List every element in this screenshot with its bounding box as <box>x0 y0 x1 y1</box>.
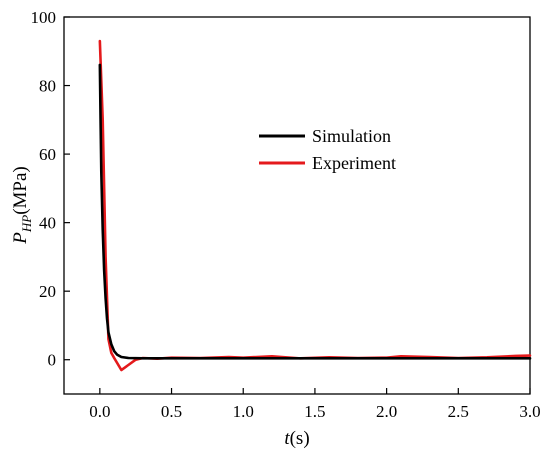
series-line-simulation <box>98 63 532 360</box>
legend-label-experiment: Experiment <box>312 153 396 173</box>
y-axis-label-unit: (MPa) <box>10 166 31 215</box>
x-axis-label-main: t <box>284 428 290 449</box>
plot-area: 0.0 0.5 1.0 1.5 2.0 2.5 3.0 0 20 40 60 80 100 <box>31 8 541 421</box>
x-tick-label: 1.5 <box>304 402 325 421</box>
y-tick-label: 60 <box>39 145 56 164</box>
series-layer <box>98 39 532 372</box>
y-axis-label-sub: HP <box>19 215 34 233</box>
x-tick-label: 2.5 <box>448 402 469 421</box>
x-axis-label: t(s) <box>284 428 309 449</box>
legend-label-simulation: Simulation <box>312 126 391 146</box>
y-tick-label: 100 <box>31 8 57 27</box>
x-tick-label: 3.0 <box>519 402 540 421</box>
x-axis-label-unit: (s) <box>290 428 310 449</box>
y-tick-label: 20 <box>39 282 56 301</box>
y-tick-label: 40 <box>39 214 56 233</box>
y-tick-label: 80 <box>39 77 56 96</box>
legend: Simulation Experiment <box>259 126 396 173</box>
series-line-experiment <box>98 39 532 372</box>
x-tick-label: 0.0 <box>89 402 110 421</box>
plot-frame <box>63 16 531 395</box>
x-tick-label: 1.0 <box>233 402 254 421</box>
y-axis-label-main: P <box>10 232 31 245</box>
y-tick-label: 0 <box>48 351 57 370</box>
y-axis-label: PHP(MPa) <box>10 166 34 245</box>
x-tick-label: 0.5 <box>161 402 182 421</box>
x-tick-label: 2.0 <box>376 402 397 421</box>
ticks-layer: 0.0 0.5 1.0 1.5 2.0 2.5 3.0 0 20 40 60 80 100 <box>31 8 541 421</box>
